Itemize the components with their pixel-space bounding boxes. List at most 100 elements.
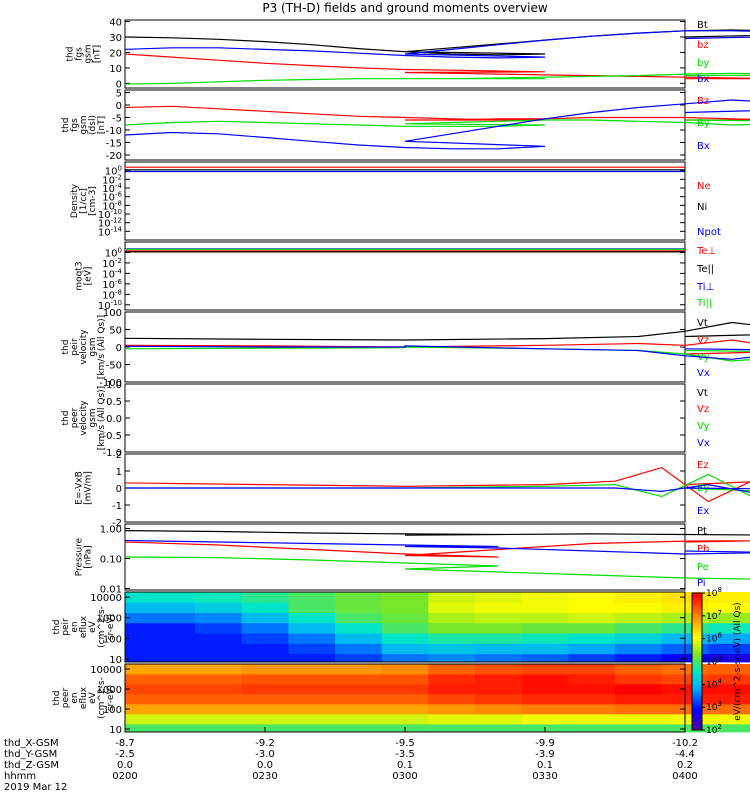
legend-entry: Vx — [697, 438, 710, 449]
y-tick-label: 1000 — [97, 685, 122, 696]
heatmap-cell — [568, 694, 616, 705]
colorbar-segment — [692, 693, 702, 697]
y-axis-label: en — [70, 621, 80, 632]
colorbar-segment — [692, 640, 702, 644]
y-tick-label: 10-10 — [98, 299, 122, 312]
y-axis-label: peer — [61, 687, 71, 708]
heatmap-cell — [428, 622, 476, 634]
heatmap-cell — [708, 694, 750, 705]
series-line-7-3 — [124, 539, 750, 555]
series-line-7-2 — [124, 556, 750, 580]
y-axis-label: thd — [61, 118, 71, 133]
colorbar-segment — [692, 606, 702, 610]
colorbar-segment — [692, 597, 702, 601]
colorbar-segment — [692, 725, 702, 729]
heatmap-cell — [148, 674, 196, 685]
legend-entry: Ti|| — [696, 298, 712, 309]
legend-entry: Vt — [697, 318, 708, 329]
heatmap-cell — [125, 592, 149, 603]
heatmap-cell — [288, 592, 336, 603]
colorbar-tick-label: 108 — [706, 586, 722, 599]
y-tick-label: 0 — [116, 484, 122, 495]
heatmap-cell — [568, 724, 616, 733]
colorbar-segment — [692, 654, 702, 658]
colorbar-segment — [692, 700, 702, 704]
y-axis-label: thd — [52, 620, 62, 635]
x-tick-value: 0200 — [112, 771, 137, 782]
heatmap-cell — [335, 602, 383, 613]
y-axis-label: fgs — [70, 118, 80, 132]
legend-entry: Te|| — [696, 264, 714, 275]
series-line-6-2 — [125, 483, 750, 493]
heatmap-cell — [568, 653, 616, 663]
heatmap-cell — [521, 643, 569, 655]
heatmap-cell — [708, 643, 750, 655]
colorbar-tick-label: 105 — [706, 655, 722, 668]
x-row-label: thd_X-GSM — [4, 738, 59, 749]
series-line-4-3 — [124, 345, 750, 360]
y-tick-label: 5 — [116, 89, 122, 100]
x-tick-value: 0300 — [392, 771, 417, 782]
y-axis-label: [nPa] — [84, 545, 94, 568]
y-axis-label: sr-eV) — [106, 614, 116, 640]
legend-entry: Npot — [697, 227, 721, 238]
y-axis-label: eV — [88, 620, 98, 633]
colorbar-segment — [692, 711, 702, 715]
heatmap-cell — [148, 714, 196, 725]
x-tick-value: 0.1 — [397, 760, 413, 771]
colorbar-segment — [692, 608, 702, 612]
legend-entry: Vt — [697, 388, 708, 399]
heatmap-cell — [615, 724, 663, 733]
colorbar-segment — [692, 679, 702, 683]
colorbar-segment — [692, 675, 702, 678]
heatmap-cell — [335, 653, 383, 663]
y-tick-label: -1 — [112, 501, 122, 512]
colorbar-segment — [692, 595, 702, 599]
y-axis-label: [cm-3] — [88, 186, 98, 216]
heatmap-cell — [568, 704, 616, 715]
heatmap-cell — [195, 724, 243, 733]
heatmap-cell — [125, 664, 149, 675]
heatmap-cell — [428, 653, 476, 663]
heatmap-cell — [521, 674, 569, 685]
y-axis-label: [mV/m] — [84, 471, 94, 505]
colorbar-segment — [692, 684, 702, 688]
legend-entry: Vz — [697, 404, 709, 415]
heatmap-cell — [381, 694, 429, 705]
heatmap-cell — [125, 633, 149, 644]
heatmap-cell — [708, 602, 750, 613]
heatmap-cell — [288, 602, 336, 613]
heatmap-cell — [288, 633, 336, 644]
heatmap-cell — [708, 622, 750, 634]
heatmap-cell — [428, 612, 476, 624]
heatmap-cell — [475, 704, 523, 715]
x-tick-value: 0230 — [252, 771, 277, 782]
y-axis-label: en — [70, 692, 80, 703]
heatmap-cell — [381, 704, 429, 715]
colorbar-segment — [692, 695, 702, 699]
heatmap-cell — [568, 602, 616, 613]
legend-entry: Ne — [697, 181, 711, 192]
heatmap-cell — [615, 653, 663, 663]
heatmap-cell — [195, 633, 243, 644]
heatmap-cell — [335, 643, 383, 655]
heatmap-cell — [148, 684, 196, 695]
y-tick-label: 0 — [116, 343, 122, 354]
y-axis-label: [nT] — [97, 116, 107, 134]
y-tick-label: 1.00 — [100, 525, 122, 536]
heatmap-cell — [568, 714, 616, 725]
heatmap-cell — [615, 622, 663, 634]
heatmap-cell — [335, 714, 383, 725]
legend-entry: Bt — [697, 20, 708, 31]
heatmap-cell — [241, 704, 289, 715]
y-axis-label: (cm^2-s- — [97, 606, 107, 648]
heatmap-cell — [615, 612, 663, 624]
heatmap-cell — [615, 714, 663, 725]
colorbar-segment — [692, 661, 702, 665]
x-tick-value: -3.5 — [395, 749, 415, 760]
y-tick-label: -20 — [106, 151, 122, 162]
heatmap-cell — [148, 724, 196, 733]
colorbar-segment — [692, 629, 702, 633]
heatmap-cell — [241, 694, 289, 705]
heatmap-cell — [708, 704, 750, 715]
